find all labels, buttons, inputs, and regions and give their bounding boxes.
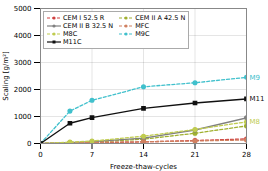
- svg-text:14: 14: [139, 151, 148, 159]
- html-text:M9C: M9C: [135, 30, 150, 38]
- svg-text:5000: 5000: [14, 5, 32, 13]
- svg-text:Freeze-thaw-cycles: Freeze-thaw-cycles: [110, 163, 177, 171]
- svg-text:M11: M11: [250, 95, 265, 103]
- svg-text:0: 0: [38, 151, 42, 159]
- html-text:CEM I 52.5 R: CEM I 52.5 R: [63, 14, 105, 22]
- svg-text:4000: 4000: [14, 32, 32, 40]
- svg-text:1000: 1000: [14, 113, 32, 121]
- svg-text:M9: M9: [250, 74, 261, 82]
- svg-text:2000: 2000: [14, 86, 32, 94]
- svg-text:3000: 3000: [14, 59, 32, 67]
- svg-text:21: 21: [191, 151, 200, 159]
- html-text:MFC: MFC: [135, 22, 149, 30]
- html-text:M8C: M8C: [63, 30, 78, 38]
- svg-text:7: 7: [90, 151, 94, 159]
- html-text:M11C: M11C: [63, 38, 82, 46]
- svg-text:Scaling [g/m²]: Scaling [g/m²]: [2, 51, 10, 101]
- svg-text:0: 0: [27, 140, 31, 148]
- html-text:CEM II B 32.5 N: CEM II B 32.5 N: [63, 22, 114, 30]
- html-text:CEM II A 42.5 N: CEM II A 42.5 N: [135, 14, 186, 22]
- svg-text:M8: M8: [250, 118, 261, 126]
- svg-text:28: 28: [242, 151, 251, 159]
